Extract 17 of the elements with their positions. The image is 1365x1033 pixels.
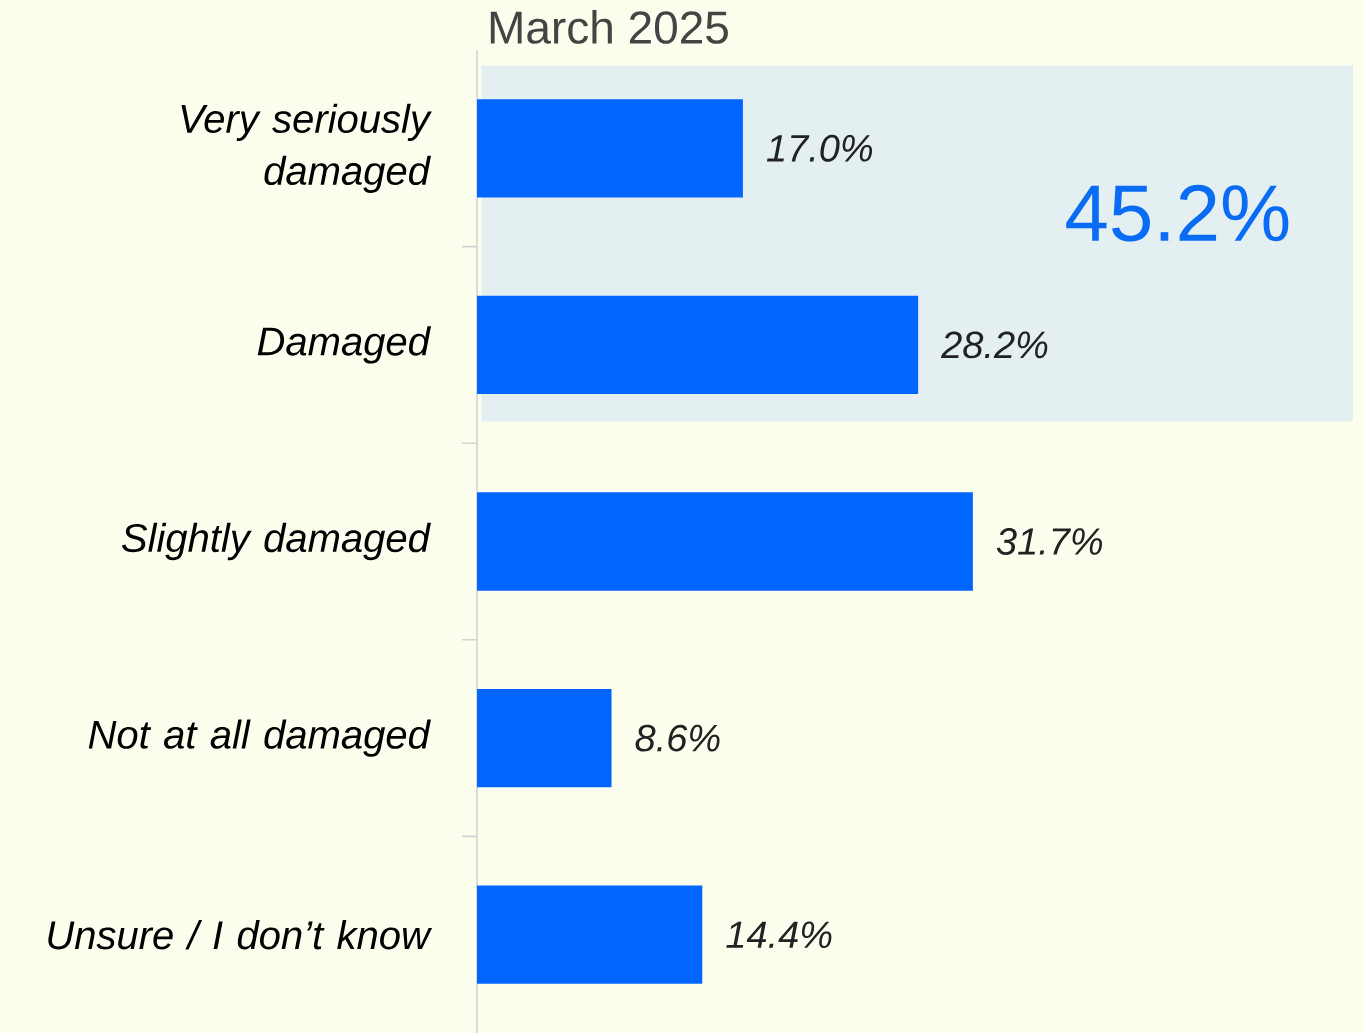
chart-title: March 2025 [490,10,728,44]
data-label: 8.6% [635,724,720,752]
data-label: 14.4% [726,921,832,948]
y-tick-label: Not at all damaged [88,719,431,757]
y-tick-label: Very seriously damaged [181,103,432,193]
bar [477,295,919,395]
y-tick-label: Slightly damaged [122,522,431,561]
data-label: 17.0% [766,134,873,162]
bar [477,885,703,984]
data-label: 31.7% [996,528,1103,555]
band-label: 45.2% [1066,184,1289,242]
bar [477,492,973,591]
y-tick-label: Damaged [257,326,431,364]
bar [477,688,612,788]
y-tick-label: Unsure / I don’t know [48,920,433,950]
bar [477,99,743,198]
data-label: 28.2% [940,331,1048,359]
